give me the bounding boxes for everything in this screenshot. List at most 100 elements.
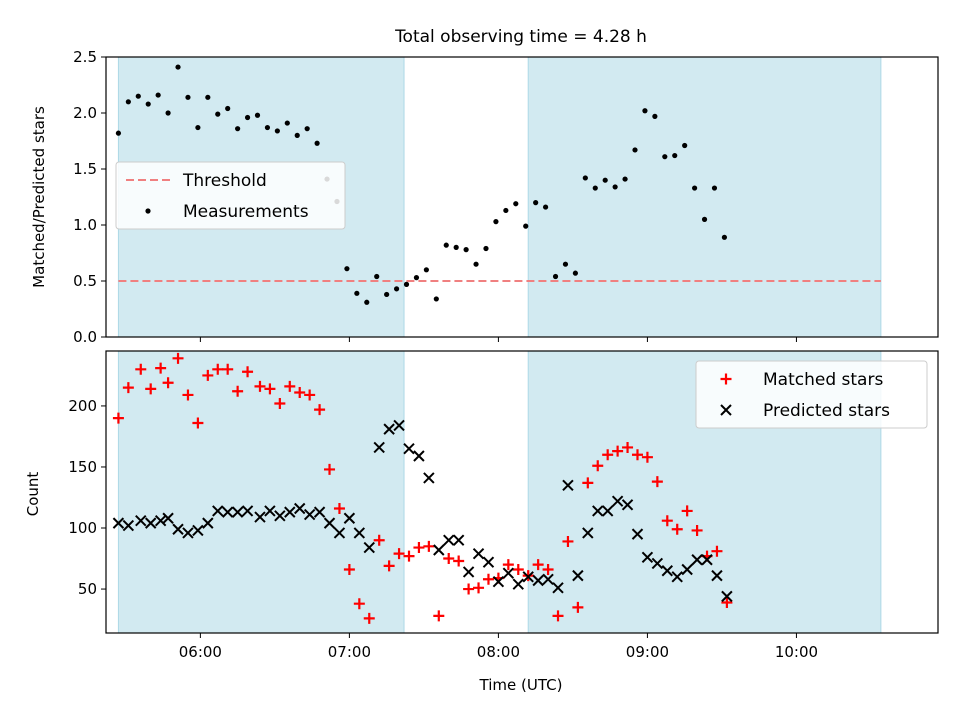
measurement-point [185, 94, 191, 100]
predicted-star-point [452, 534, 465, 546]
measurement-point [284, 120, 290, 126]
predicted-star-point [154, 514, 167, 527]
top-y-tick-label: 2.5 [73, 48, 97, 66]
legend-matched-swatch [720, 373, 732, 385]
measurement-point [443, 242, 449, 248]
matched-star-point [284, 380, 296, 392]
predicted-star-point [112, 517, 125, 529]
predicted-star-point [373, 441, 385, 454]
predicted-star-point [413, 450, 425, 462]
predicted-star-point [512, 578, 524, 590]
predicted-star-point [552, 582, 564, 594]
matched-star-point [324, 463, 336, 475]
matched-star-point [721, 596, 733, 608]
predicted-star-point [221, 506, 234, 518]
legend-threshold-label: Threshold [182, 171, 267, 191]
measurement-point [562, 261, 569, 267]
top-panel: 0.0 0.5 1.0 1.5 2.0 2.5 Threshold Measurements [73, 48, 939, 346]
measurement-point [503, 207, 509, 214]
predicted-star-point [572, 569, 584, 582]
matched-star-point [274, 397, 286, 409]
top-legend [115, 161, 346, 230]
matched-star-point [232, 385, 244, 397]
predicted-star-point [303, 508, 316, 521]
measurement-point [612, 184, 618, 190]
measurement-point [692, 185, 698, 191]
measurement-point [393, 286, 400, 292]
measurement-point [701, 216, 708, 222]
measurement-point [473, 261, 479, 267]
measurement-point [582, 175, 588, 181]
matched-star-point [122, 382, 134, 394]
top-y-tick-label: 0.5 [73, 272, 97, 290]
measurement-point [195, 124, 201, 131]
predicted-star-point [661, 565, 673, 577]
predicted-star-point [172, 523, 184, 535]
measurement-point [364, 299, 370, 305]
predicted-star-point [621, 499, 634, 511]
matched-star-point [631, 449, 643, 461]
measurement-point [314, 140, 320, 146]
measurement-point [264, 124, 271, 131]
measurement-point [642, 108, 648, 114]
measurement-point [463, 247, 469, 253]
predicted-star-point [562, 479, 574, 491]
measurement-point [135, 93, 141, 99]
measurement-point [125, 99, 131, 105]
matched-star-point [202, 369, 214, 381]
x-tick-label: 09:00 [626, 643, 669, 661]
bottom-y-tick-label: 200 [68, 397, 97, 415]
measurement-point [225, 105, 231, 112]
matched-star-point [453, 555, 465, 567]
matched-star-point [661, 515, 673, 527]
predicted-star-point [472, 547, 485, 560]
predicted-star-point [433, 544, 445, 556]
matched-star-point [641, 451, 653, 463]
measurement-point [294, 132, 300, 138]
matched-star-point [552, 610, 564, 622]
matched-star-point [582, 477, 594, 489]
measurement-point [413, 275, 420, 281]
measurement-point [533, 200, 539, 206]
top-axes-frame [105, 56, 939, 338]
measurement-point [493, 219, 499, 225]
bottom-y-tick-label: 150 [68, 458, 97, 476]
matched-star-point [172, 352, 184, 364]
measurement-point [672, 152, 678, 159]
predicted-star-point [212, 505, 224, 517]
measurement-point [483, 245, 489, 252]
matched-star-point [473, 582, 485, 594]
matched-star-point [294, 387, 306, 399]
predicted-star-point [601, 505, 614, 517]
predicted-star-point [202, 517, 214, 529]
measurement-point [244, 114, 251, 121]
predicted-star-point [592, 505, 604, 517]
matched-star-point [482, 573, 494, 585]
predicted-star-point [651, 557, 664, 570]
matched-star-point [562, 535, 574, 547]
measurement-point [274, 128, 280, 134]
x-tick-label: 06:00 [179, 643, 222, 661]
predicted-star-point [403, 442, 415, 455]
measurement-point [592, 185, 598, 191]
predicted-star-point [721, 590, 733, 603]
predicted-star-point [254, 511, 266, 523]
predicted-star-point [532, 574, 544, 587]
matched-star-point [403, 550, 415, 562]
matched-star-point [651, 476, 663, 488]
predicted-star-point [492, 576, 505, 588]
bottom-y-tick-label: 100 [68, 519, 97, 537]
x-tick-label: 08:00 [477, 643, 520, 661]
measurement-point [453, 244, 459, 250]
x-axis-label: Time (UTC) [479, 676, 563, 694]
x-tick-label: 07:00 [328, 643, 371, 661]
matched-star-point [592, 460, 604, 472]
predicted-star-point [691, 554, 703, 566]
matched-star-point [443, 553, 455, 565]
predicted-star-point [135, 514, 147, 527]
matched-star-point [691, 524, 703, 536]
measurement-point [513, 201, 519, 207]
matched-star-point [622, 441, 634, 453]
matched-star-point [532, 559, 544, 571]
